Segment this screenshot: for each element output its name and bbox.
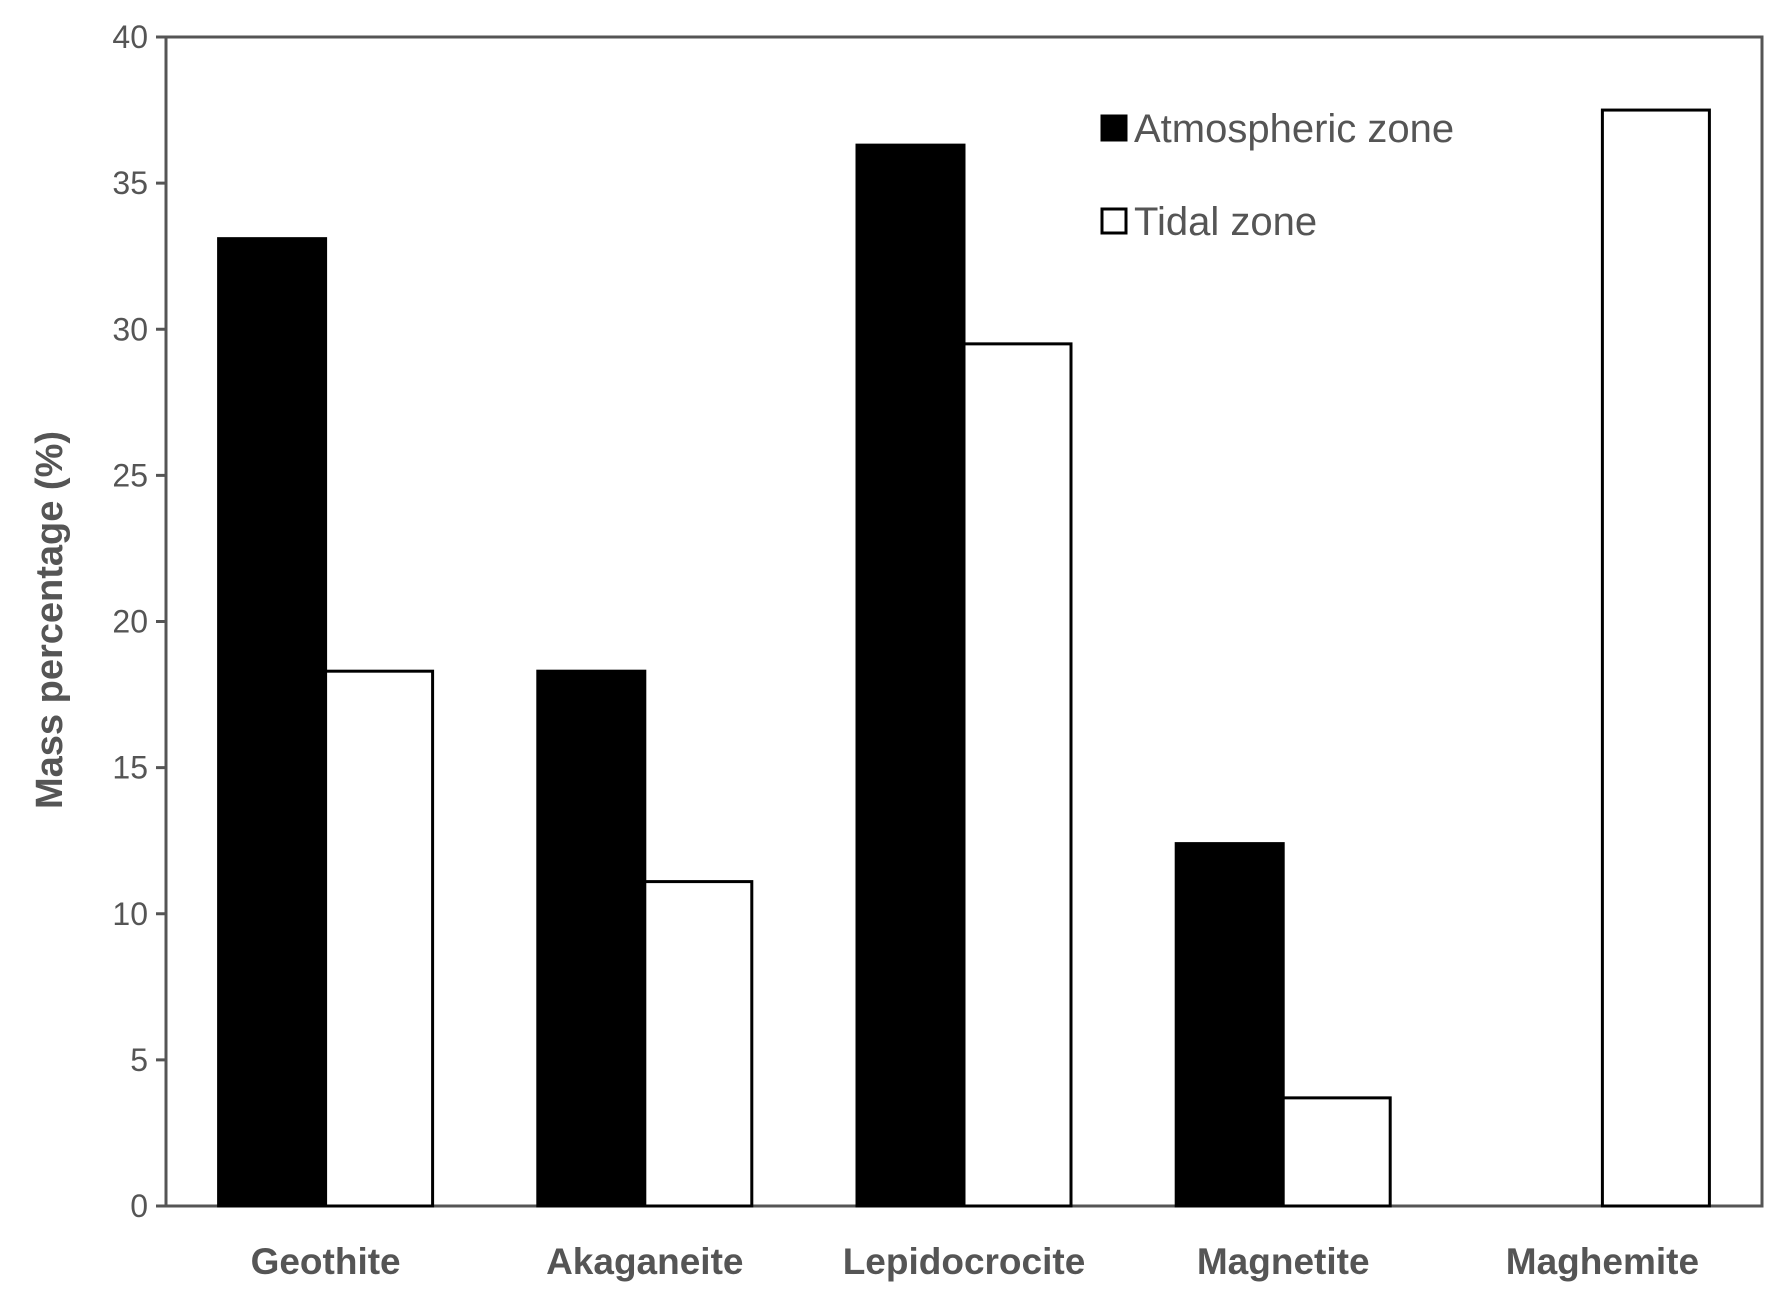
x-tick-label: Magnetite [1197,1241,1370,1282]
bar-tidal-akaganeite [643,880,754,1208]
y-tick-label: 30 [112,311,148,347]
y-tick-label: 10 [112,896,148,932]
bar-atmospheric-akaganeite [536,669,647,1208]
bar-tidal-lepidocrocite [962,342,1073,1208]
legend-label: Atmospheric zone [1134,107,1454,151]
y-tick-label: 25 [112,457,148,493]
y-tick-label: 35 [112,165,148,201]
bar-atmospheric-lepidocrocite [855,143,966,1208]
bar-atmospheric-geothite [217,237,328,1208]
y-tick-label: 20 [112,604,148,640]
legend-swatch [1100,207,1128,235]
x-axis: Geothite Akaganeite Lepidocrocite Magnetite… [251,1241,1699,1282]
y-tick-label: 0 [130,1188,148,1224]
x-tick-label: Geothite [251,1241,401,1282]
x-tick-label: Akaganeite [546,1241,743,1282]
x-tick-label: Lepidocrocite [843,1241,1086,1282]
bars-group [217,108,1711,1208]
bar-tidal-maghemite [1600,108,1711,1208]
y-tick-label: 15 [112,750,148,786]
x-tick-label: Maghemite [1506,1241,1699,1282]
y-axis: 0 5 10 15 20 25 30 35 40 [112,19,166,1224]
legend: Atmospheric zone Tidal zone [1100,107,1454,244]
y-axis-title: Mass percentage (%) [29,431,71,809]
legend-label: Tidal zone [1134,200,1317,244]
bar-tidal-magnetite [1281,1096,1392,1208]
y-tick-label: 5 [130,1042,148,1078]
legend-swatch [1100,114,1128,142]
bar-tidal-geothite [324,669,435,1208]
y-tick-label: 40 [112,19,148,55]
bar-atmospheric-magnetite [1174,842,1285,1208]
